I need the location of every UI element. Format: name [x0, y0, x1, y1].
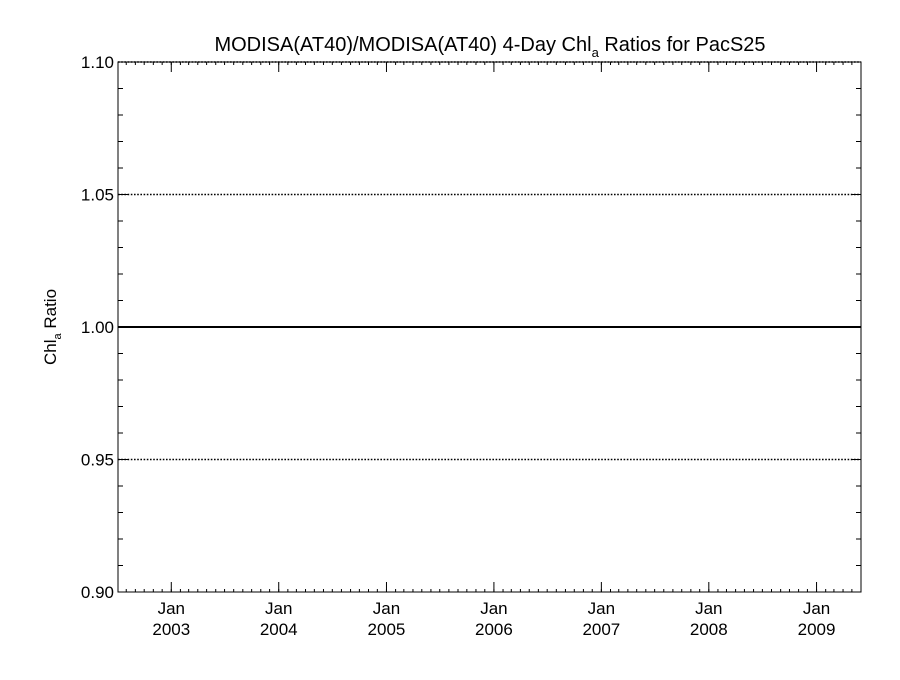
y-tick-label: 1.05 [81, 186, 114, 205]
title-suffix: Ratios for PacS25 [599, 34, 766, 56]
ylabel-suffix: Ratio [41, 289, 60, 333]
x-tick-label-year: 2005 [368, 620, 406, 639]
x-tick-label-year: 2004 [260, 620, 298, 639]
x-tick-label-month: Jan [803, 599, 830, 618]
y-tick-label: 1.00 [81, 318, 114, 337]
x-tick-label-year: 2007 [582, 620, 620, 639]
x-tick-label-year: 2006 [475, 620, 513, 639]
x-tick-label-year: 2003 [152, 620, 190, 639]
x-tick-label-month: Jan [373, 599, 400, 618]
title-subscript: a [592, 45, 600, 60]
reference-lines [118, 61, 861, 461]
x-tick-label-month: Jan [480, 599, 507, 618]
y-axis-label: Chla Ratio [41, 289, 64, 365]
y-tick-label: 0.90 [81, 583, 114, 602]
x-tick-label-month: Jan [265, 599, 292, 618]
y-tick-label: 0.95 [81, 451, 114, 470]
chart-title: MODISA(AT40)/MODISA(AT40) 4-Day Chla Rat… [214, 34, 765, 60]
y-tick-label: 1.10 [81, 53, 114, 72]
x-tick-label-month: Jan [695, 599, 722, 618]
x-axis: Jan 2003 Jan 2004 Jan 2005 Jan 2006 Jan 2007 Jan 20… [125, 62, 862, 639]
x-tick-label-month: Jan [158, 599, 185, 618]
title-main: MODISA(AT40)/MODISA(AT40) 4-Day Chl [214, 34, 591, 56]
x-tick-label-year: 2008 [690, 620, 728, 639]
y-axis: 0.90 0.95 1.00 1.05 1.10 [81, 53, 861, 602]
x-tick-label-year: 2009 [798, 620, 836, 639]
x-tick-label-month: Jan [588, 599, 615, 618]
ylabel-subscript: a [52, 333, 64, 340]
ylabel-main: Chl [41, 340, 60, 366]
